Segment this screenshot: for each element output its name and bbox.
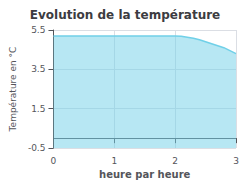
svg-text:5.5: 5.5 xyxy=(31,25,45,35)
svg-text:0: 0 xyxy=(51,156,57,166)
svg-text:Température en °C: Température en °C xyxy=(8,47,18,133)
svg-text:2: 2 xyxy=(172,156,178,166)
svg-text:heure par heure: heure par heure xyxy=(99,169,190,180)
svg-text:1: 1 xyxy=(111,156,117,166)
svg-text:-0.5: -0.5 xyxy=(28,143,46,153)
svg-text:3.5: 3.5 xyxy=(31,64,45,74)
svg-text:1.5: 1.5 xyxy=(31,104,45,114)
svg-text:3: 3 xyxy=(233,156,239,166)
svg-text:Evolution de la température: Evolution de la température xyxy=(30,8,221,22)
